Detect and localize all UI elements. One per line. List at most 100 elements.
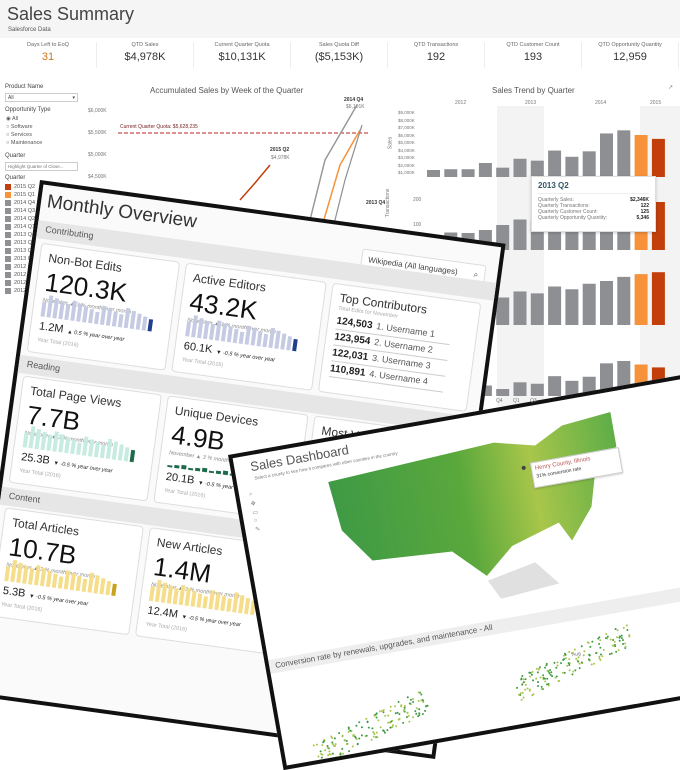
- customers-bar[interactable]: [513, 291, 527, 325]
- quarter-legend-label: Quarter: [5, 175, 26, 181]
- kpi-card: Current Quarter Quota $10,131K: [194, 42, 291, 68]
- scatter-point: [371, 727, 374, 730]
- scatter-point: [524, 678, 527, 681]
- scatter-point: [375, 731, 378, 734]
- quarter-legend-item[interactable]: 2015 Q2: [5, 183, 35, 191]
- scatter-point: [379, 726, 382, 729]
- map-counties[interactable]: [325, 411, 635, 600]
- spark-bar: [208, 470, 215, 474]
- opportunity-bar[interactable]: [530, 383, 544, 396]
- opportunity-bar[interactable]: [548, 376, 562, 396]
- highlight-band-2013: [497, 106, 544, 406]
- sales-bar[interactable]: [461, 169, 475, 177]
- quarter-legend-item[interactable]: 2013 Q1: [5, 255, 35, 263]
- y-tick: $4,000K: [398, 147, 415, 153]
- sales-bar[interactable]: [444, 169, 458, 177]
- customers-bar[interactable]: [548, 286, 562, 326]
- sales-bar[interactable]: [478, 163, 492, 177]
- tooltip-val: $2,346K: [630, 197, 649, 203]
- scatter-point: [324, 749, 327, 752]
- spark-bar: [174, 464, 180, 469]
- sales-bar[interactable]: [634, 135, 648, 177]
- sales-bar[interactable]: [427, 170, 440, 177]
- color-swatch: [5, 207, 11, 214]
- us-map[interactable]: [233, 371, 680, 770]
- scatter-point: [545, 664, 548, 667]
- quarter-legend-item[interactable]: 2013 Q3: [5, 239, 35, 247]
- sales-bar[interactable]: [548, 150, 562, 177]
- kpi-label: QTD Transactions: [413, 42, 459, 48]
- radio-option[interactable]: ◉ All: [6, 116, 42, 124]
- transactions-bar[interactable]: [513, 219, 527, 251]
- tooltip-row: Quarterly Opportunity Quantity: 5,346: [538, 215, 649, 221]
- sales-bar[interactable]: [530, 160, 544, 177]
- scatter-point: [320, 756, 323, 759]
- radio-option[interactable]: ○ Services: [6, 132, 42, 140]
- product-dropdown[interactable]: All ▾: [5, 93, 78, 102]
- spark-bar: [194, 467, 201, 472]
- sales-bar[interactable]: [617, 130, 631, 177]
- opportunity-bar[interactable]: [513, 382, 527, 396]
- scatter-point: [402, 721, 405, 724]
- radio-option[interactable]: ○ Maintenance: [6, 140, 42, 148]
- quarter-legend-item[interactable]: 2014 Q1: [5, 223, 35, 231]
- quarter-legend-item[interactable]: 2012 Q3: [5, 271, 35, 279]
- scatter-point: [360, 734, 363, 737]
- external-link-icon[interactable]: ↗: [668, 85, 674, 91]
- customers-bar[interactable]: [651, 272, 665, 325]
- spark-bar: [111, 583, 117, 597]
- product-label: Product Name: [5, 84, 44, 90]
- color-swatch: [5, 247, 11, 254]
- scatter-point: [549, 673, 552, 676]
- opportunity-bar[interactable]: [496, 389, 510, 396]
- scatter-point: [407, 714, 410, 717]
- scatter-point: [397, 700, 400, 703]
- year-change: ▼ -0.5 % year over year: [215, 349, 276, 364]
- kpi-card: QTD Customer Count 193: [485, 42, 582, 68]
- quarter-legend-text: 2013 Q1: [14, 256, 36, 262]
- scatter-point: [622, 643, 625, 646]
- sales-bar[interactable]: [600, 133, 613, 177]
- spark-bar: [141, 316, 148, 331]
- quarter-search[interactable]: Highlight Quarter of Close...: [5, 162, 78, 171]
- quarter-legend-item[interactable]: 2013 Q2: [5, 247, 35, 255]
- color-swatch: [5, 199, 11, 206]
- kpi-value: $10,131K: [218, 51, 266, 63]
- scatter-point: [535, 667, 538, 670]
- customers-bar[interactable]: [617, 276, 631, 325]
- quarter-legend-item[interactable]: 2014 Q2: [5, 215, 35, 223]
- quarter-legend-item[interactable]: 2013 Q4: [5, 231, 35, 239]
- customers-bar[interactable]: [600, 281, 613, 325]
- y2-tick: 100: [413, 222, 422, 228]
- quarter-legend-item[interactable]: 2015 Q1: [5, 191, 35, 199]
- customers-bar[interactable]: [634, 274, 648, 325]
- color-swatch: [5, 191, 11, 198]
- scatter-point: [315, 743, 318, 746]
- customers-bar[interactable]: [582, 283, 596, 325]
- spark-bar: [111, 311, 118, 327]
- scatter-point: [544, 680, 547, 683]
- quarter-legend-item[interactable]: 2012 Q2: [5, 279, 35, 287]
- quarter-legend-item[interactable]: 2012 Q4: [5, 263, 35, 271]
- scatter-point: [348, 750, 351, 753]
- radio-option[interactable]: ○ Software: [6, 124, 42, 132]
- radio-icon: ○: [6, 132, 11, 138]
- scatter-point: [625, 624, 628, 627]
- y-tick: $5,000K: [398, 140, 415, 145]
- sales-bar[interactable]: [496, 167, 510, 177]
- y-tick: $1,000K: [398, 170, 415, 175]
- scatter-point: [599, 646, 602, 649]
- customers-bar[interactable]: [565, 289, 579, 325]
- opportunity-bar[interactable]: [565, 380, 579, 396]
- sales-bar[interactable]: [582, 151, 596, 177]
- sales-bar[interactable]: [565, 156, 579, 177]
- year-change: ▼ -0.5 % year over year: [181, 614, 241, 629]
- customers-bar[interactable]: [496, 297, 510, 326]
- scatter-point: [526, 687, 529, 690]
- quarter-legend-item[interactable]: 2014 Q3: [5, 207, 35, 215]
- customers-bar[interactable]: [530, 293, 544, 325]
- sales-bar[interactable]: [513, 158, 527, 177]
- kpi-value: ($5,153K): [314, 51, 364, 63]
- quarter-legend-item[interactable]: 2014 Q4: [5, 199, 35, 207]
- sales-bar[interactable]: [651, 138, 665, 177]
